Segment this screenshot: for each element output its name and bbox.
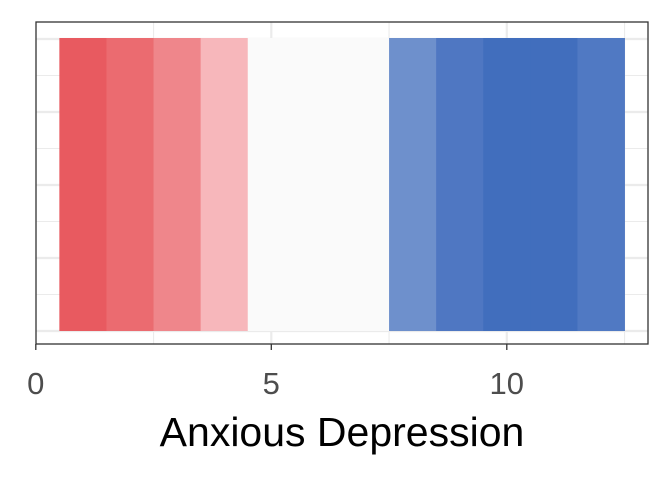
heatmap-tile <box>294 38 343 331</box>
heatmap-tile <box>436 38 484 331</box>
tiles <box>59 38 625 331</box>
heatmap-tile <box>106 38 154 331</box>
x-tick-label: 5 <box>263 366 280 401</box>
heatmap-tile <box>577 38 625 331</box>
heatmap-tile <box>200 38 249 331</box>
heatmap-tile <box>59 38 107 331</box>
panel-border <box>35 21 649 345</box>
x-axis-title: Anxious Depression <box>160 409 525 455</box>
x-tick-label: 0 <box>27 366 44 401</box>
heatmap-tile <box>153 38 202 331</box>
heatmap-tile <box>341 38 390 331</box>
heatmap-tile <box>483 38 531 331</box>
heatmap-tile <box>530 38 578 331</box>
x-tick-label: 10 <box>490 366 524 401</box>
heatmap-tile <box>389 38 437 331</box>
heatmap-tile <box>247 38 296 331</box>
x-axis: 0 5 10 <box>27 344 524 401</box>
